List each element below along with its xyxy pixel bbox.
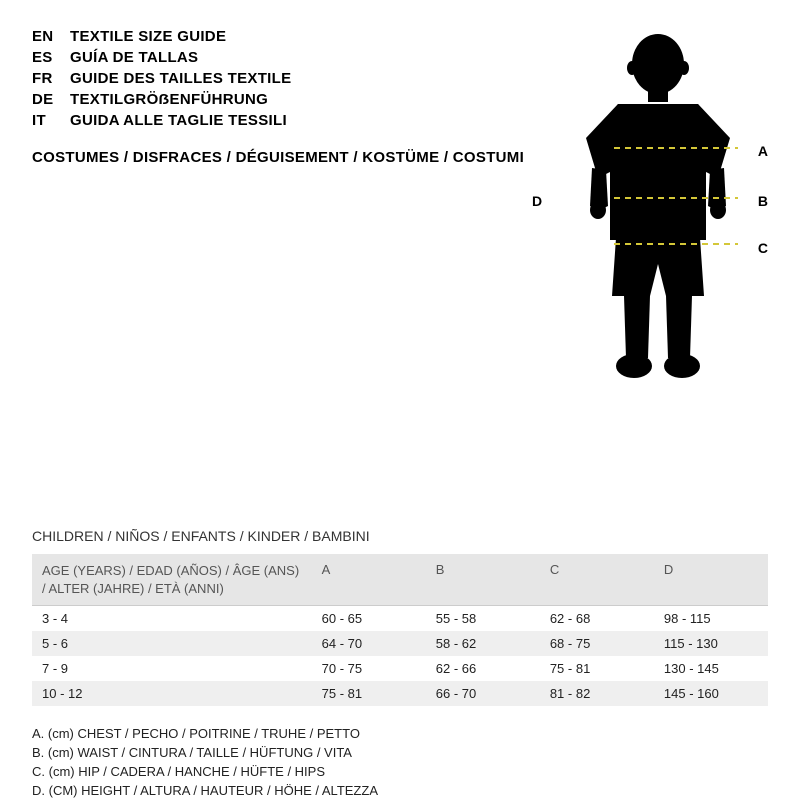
table-header-row: AGE (YEARS) / EDAD (AÑOS) / ÂGE (ANS) / … <box>32 554 768 606</box>
cell-b: 66 - 70 <box>426 681 540 706</box>
legend-row: A. (cm) CHEST / PECHO / POITRINE / TRUHE… <box>32 726 768 741</box>
title-text: GUIDE DES TAILLES TEXTILE <box>70 70 291 87</box>
cell-b: 62 - 66 <box>426 656 540 681</box>
figure-label-d: D <box>532 193 542 209</box>
cell-age: 10 - 12 <box>32 681 312 706</box>
title-row: DE TEXTILGRÖẞENFÜHRUNG <box>32 91 548 108</box>
cell-b: 58 - 62 <box>426 631 540 656</box>
figure-wrap: A B C D <box>548 28 768 388</box>
legend-row: B. (cm) WAIST / CINTURA / TAILLE / HÜFTU… <box>32 745 768 760</box>
cell-d: 145 - 160 <box>654 681 768 706</box>
cell-d: 98 - 115 <box>654 606 768 632</box>
table-row: 5 - 6 64 - 70 58 - 62 68 - 75 115 - 130 <box>32 631 768 656</box>
cell-a: 70 - 75 <box>312 656 426 681</box>
cell-a: 75 - 81 <box>312 681 426 706</box>
title-row: ES GUÍA DE TALLAS <box>32 49 548 66</box>
title-text: GUIDA ALLE TAGLIE TESSILI <box>70 112 287 129</box>
table-section: CHILDREN / NIÑOS / ENFANTS / KINDER / BA… <box>32 528 768 798</box>
title-text: GUÍA DE TALLAS <box>70 49 198 66</box>
cell-b: 55 - 58 <box>426 606 540 632</box>
col-b: B <box>426 554 540 606</box>
title-row: EN TEXTILE SIZE GUIDE <box>32 28 548 45</box>
legend-row: C. (cm) HIP / CADERA / HANCHE / HÜFTE / … <box>32 764 768 779</box>
legend-row: D. (CM) HEIGHT / ALTURA / HAUTEUR / HÖHE… <box>32 783 768 798</box>
title-row: FR GUIDE DES TAILLES TEXTILE <box>32 70 548 87</box>
cell-a: 64 - 70 <box>312 631 426 656</box>
title-row: IT GUIDA ALLE TAGLIE TESSILI <box>32 112 548 129</box>
cell-age: 7 - 9 <box>32 656 312 681</box>
col-c: C <box>540 554 654 606</box>
cell-c: 62 - 68 <box>540 606 654 632</box>
col-age: AGE (YEARS) / EDAD (AÑOS) / ÂGE (ANS) / … <box>32 554 312 606</box>
cell-c: 81 - 82 <box>540 681 654 706</box>
cell-c: 68 - 75 <box>540 631 654 656</box>
figure-label-a: A <box>758 143 768 159</box>
category-heading: COSTUMES / DISFRACES / DÉGUISEMENT / KOS… <box>32 149 548 166</box>
title-text: TEXTILGRÖẞENFÜHRUNG <box>70 91 268 108</box>
lang-code: DE <box>32 91 70 108</box>
cell-c: 75 - 81 <box>540 656 654 681</box>
figure-label-b: B <box>758 193 768 209</box>
titles-block: EN TEXTILE SIZE GUIDE ES GUÍA DE TALLAS … <box>32 28 548 166</box>
lang-code: ES <box>32 49 70 66</box>
cell-a: 60 - 65 <box>312 606 426 632</box>
col-d: D <box>654 554 768 606</box>
cell-d: 130 - 145 <box>654 656 768 681</box>
lang-code: IT <box>32 112 70 129</box>
top-section: EN TEXTILE SIZE GUIDE ES GUÍA DE TALLAS … <box>32 28 768 388</box>
table-row: 10 - 12 75 - 81 66 - 70 81 - 82 145 - 16… <box>32 681 768 706</box>
title-text: TEXTILE SIZE GUIDE <box>70 28 226 45</box>
cell-age: 3 - 4 <box>32 606 312 632</box>
figure-label-c: C <box>758 240 768 256</box>
child-silhouette-icon <box>578 28 738 388</box>
cell-age: 5 - 6 <box>32 631 312 656</box>
table-row: 7 - 9 70 - 75 62 - 66 75 - 81 130 - 145 <box>32 656 768 681</box>
lang-code: FR <box>32 70 70 87</box>
figure-block: A B C D <box>548 28 768 388</box>
legend-section: A. (cm) CHEST / PECHO / POITRINE / TRUHE… <box>32 726 768 798</box>
lang-code: EN <box>32 28 70 45</box>
table-row: 3 - 4 60 - 65 55 - 58 62 - 68 98 - 115 <box>32 606 768 632</box>
cell-d: 115 - 130 <box>654 631 768 656</box>
col-a: A <box>312 554 426 606</box>
size-table: AGE (YEARS) / EDAD (AÑOS) / ÂGE (ANS) / … <box>32 554 768 706</box>
children-heading: CHILDREN / NIÑOS / ENFANTS / KINDER / BA… <box>32 528 768 544</box>
